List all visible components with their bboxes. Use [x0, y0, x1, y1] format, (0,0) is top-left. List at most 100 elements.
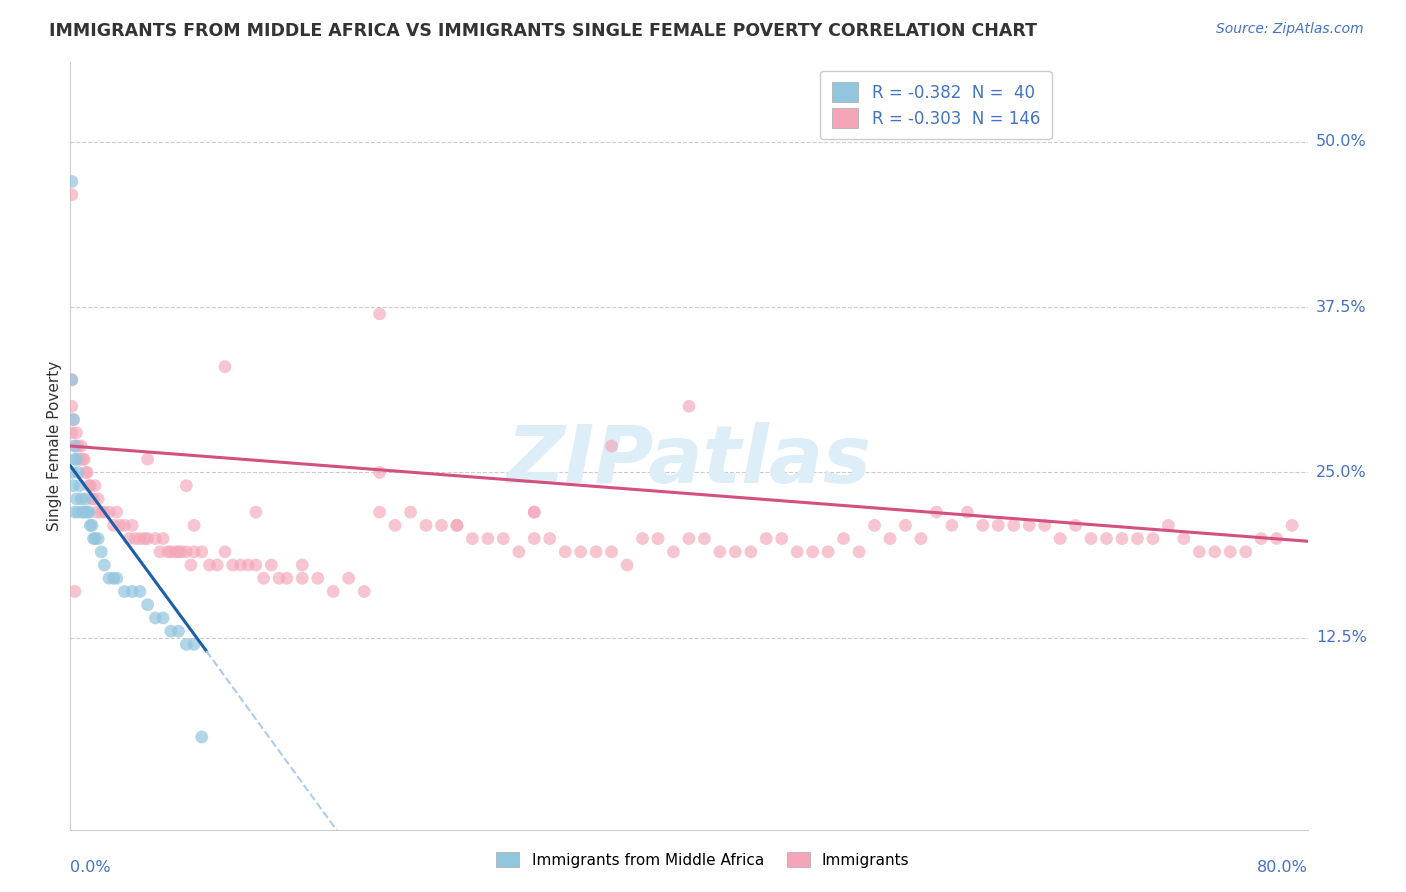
Point	[60, 187, 83, 202]
Point	[368, 466, 391, 480]
Point	[600, 545, 623, 559]
Text: 37.5%: 37.5%	[1316, 300, 1367, 315]
Point	[740, 545, 762, 559]
Point	[62, 412, 84, 426]
Point	[121, 518, 143, 533]
Point	[67, 466, 90, 480]
Point	[75, 491, 97, 506]
Legend: Immigrants from Middle Africa, Immigrants: Immigrants from Middle Africa, Immigrant…	[489, 845, 917, 875]
Point	[103, 518, 125, 533]
Point	[70, 491, 93, 506]
Point	[307, 571, 329, 585]
Point	[1126, 532, 1149, 546]
Point	[214, 545, 236, 559]
Point	[972, 518, 994, 533]
Point	[77, 478, 100, 492]
Point	[1142, 532, 1164, 546]
Point	[124, 532, 146, 546]
Point	[863, 518, 886, 533]
Point	[523, 505, 546, 519]
Point	[1064, 518, 1087, 533]
Point	[105, 505, 128, 519]
Point	[1281, 518, 1303, 533]
Point	[538, 532, 561, 546]
Point	[67, 505, 90, 519]
Y-axis label: Single Female Poverty: Single Female Poverty	[46, 361, 62, 531]
Point	[1265, 532, 1288, 546]
Point	[174, 478, 197, 492]
Point	[80, 518, 103, 533]
Point	[86, 505, 108, 519]
Point	[925, 505, 948, 519]
Point	[90, 505, 112, 519]
Point	[353, 584, 375, 599]
Point	[269, 571, 291, 585]
Point	[79, 518, 101, 533]
Point	[129, 584, 152, 599]
Point	[678, 532, 700, 546]
Point	[631, 532, 654, 546]
Point	[114, 518, 135, 533]
Point	[149, 545, 172, 559]
Point	[145, 532, 166, 546]
Point	[152, 611, 174, 625]
Point	[84, 532, 107, 546]
Point	[174, 545, 197, 559]
Point	[60, 466, 83, 480]
Text: 0.0%: 0.0%	[70, 860, 111, 875]
Point	[62, 412, 84, 426]
Point	[183, 637, 205, 651]
Point	[786, 545, 808, 559]
Point	[93, 505, 115, 519]
Point	[492, 532, 515, 546]
Point	[60, 373, 83, 387]
Point	[253, 571, 276, 585]
Point	[569, 545, 592, 559]
Point	[430, 518, 453, 533]
Point	[183, 545, 205, 559]
Point	[76, 505, 98, 519]
Text: IMMIGRANTS FROM MIDDLE AFRICA VS IMMIGRANTS SINGLE FEMALE POVERTY CORRELATION CH: IMMIGRANTS FROM MIDDLE AFRICA VS IMMIGRA…	[49, 22, 1038, 40]
Point	[1018, 518, 1040, 533]
Point	[77, 505, 100, 519]
Point	[73, 452, 96, 467]
Point	[108, 518, 131, 533]
Point	[554, 545, 576, 559]
Point	[72, 452, 94, 467]
Point	[238, 558, 260, 572]
Point	[616, 558, 638, 572]
Point	[1250, 532, 1272, 546]
Point	[160, 545, 183, 559]
Point	[368, 505, 391, 519]
Point	[63, 584, 86, 599]
Point	[60, 425, 83, 440]
Point	[1111, 532, 1133, 546]
Point	[693, 532, 716, 546]
Point	[662, 545, 685, 559]
Text: ZIPatlas: ZIPatlas	[506, 422, 872, 500]
Point	[72, 505, 94, 519]
Point	[446, 518, 468, 533]
Point	[1204, 545, 1226, 559]
Point	[63, 439, 86, 453]
Point	[245, 505, 267, 519]
Point	[600, 439, 623, 453]
Point	[207, 558, 229, 572]
Point	[62, 478, 84, 492]
Point	[291, 558, 314, 572]
Point	[446, 518, 468, 533]
Point	[75, 466, 97, 480]
Point	[63, 452, 86, 467]
Point	[156, 545, 179, 559]
Point	[1033, 518, 1056, 533]
Point	[801, 545, 824, 559]
Point	[229, 558, 252, 572]
Point	[87, 491, 110, 506]
Text: 12.5%: 12.5%	[1316, 631, 1367, 645]
Point	[337, 571, 360, 585]
Point	[167, 545, 190, 559]
Point	[121, 584, 143, 599]
Point	[191, 730, 214, 744]
Point	[63, 505, 86, 519]
Point	[87, 532, 110, 546]
